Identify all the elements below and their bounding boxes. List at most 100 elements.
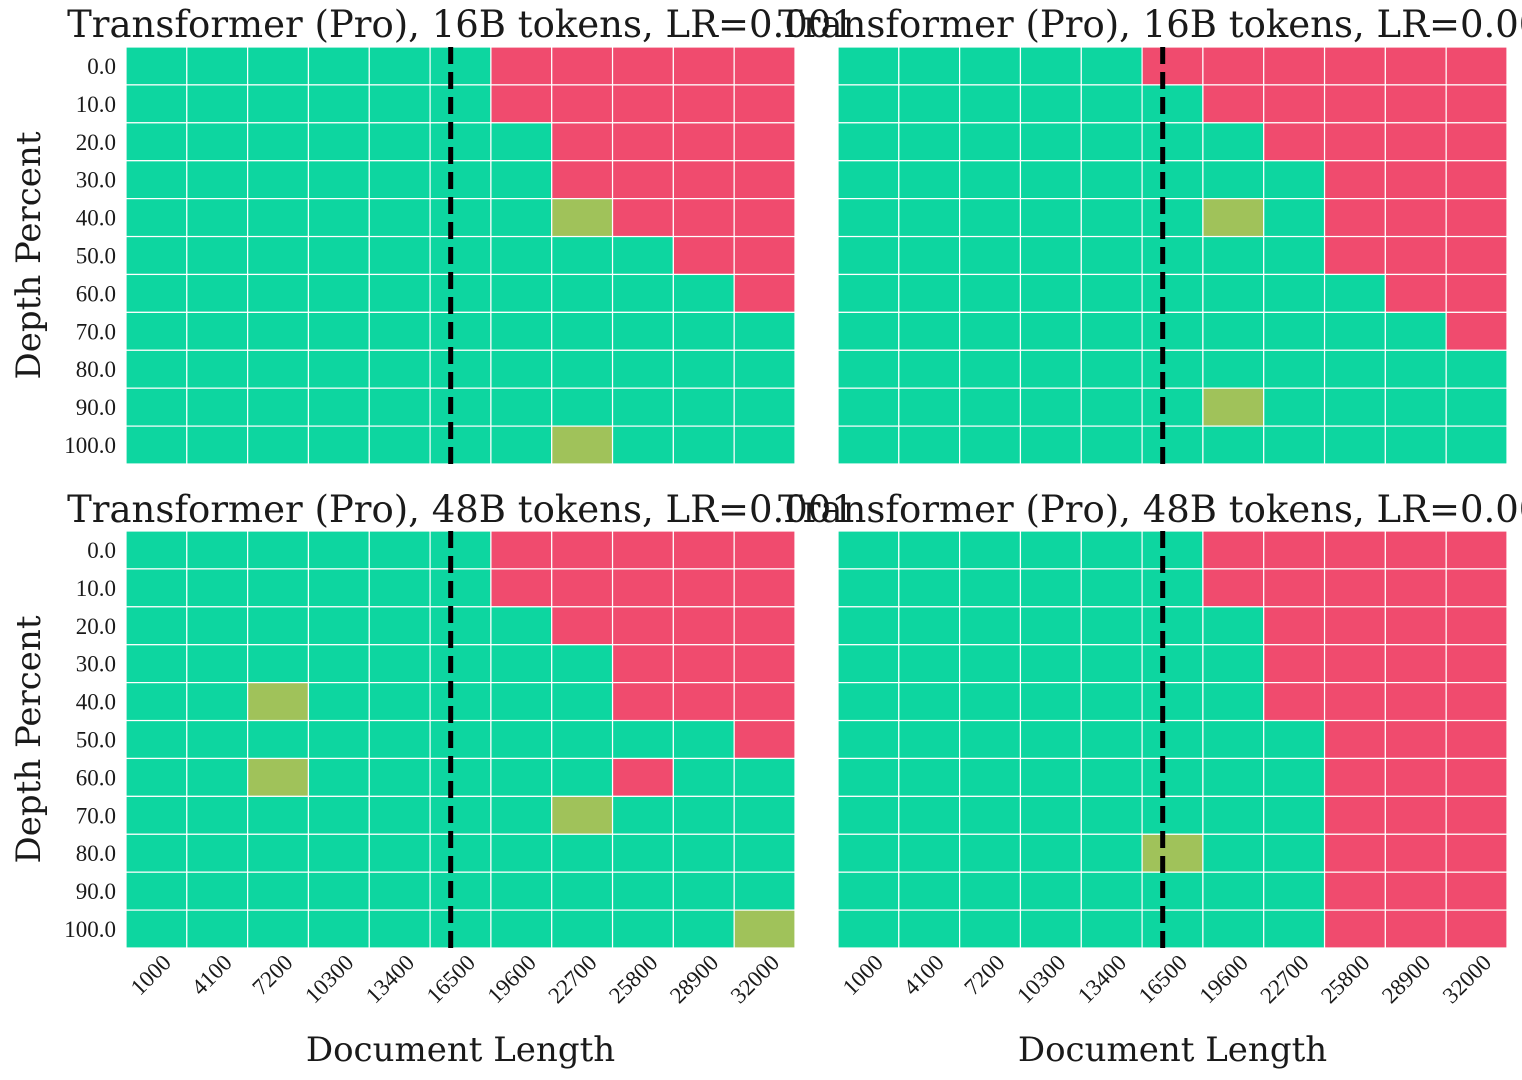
- heatmap-cell: [1445, 909, 1508, 949]
- heatmap-cell: [429, 606, 492, 646]
- heatmap-cell: [551, 235, 614, 276]
- heatmap-cell: [125, 122, 188, 162]
- heatmap-cell: [368, 160, 431, 200]
- heatmap-cell: [1323, 84, 1386, 124]
- heatmap-cell: [551, 682, 614, 722]
- heatmap-cell: [368, 795, 431, 835]
- heatmap-cell: [551, 160, 614, 200]
- heatmap-cell: [125, 757, 188, 797]
- heatmap-cell: [1384, 425, 1447, 465]
- heatmap-cell: [307, 719, 370, 760]
- heatmap-cell: [1202, 606, 1265, 646]
- heatmap-cell: [186, 833, 249, 873]
- heatmap-cell: [368, 568, 431, 608]
- heatmap-cell: [959, 833, 1022, 873]
- heatmap-cell: [1384, 719, 1447, 760]
- heatmap-cell: [247, 425, 310, 465]
- heatmap-cell: [837, 273, 900, 313]
- heatmap-cell: [551, 311, 614, 351]
- heatmap-cell: [1323, 425, 1386, 465]
- heatmap-cell: [490, 644, 553, 684]
- heatmap-cell: [368, 84, 431, 124]
- heatmap-cell: [1019, 909, 1082, 949]
- heatmap-cell: [611, 909, 674, 949]
- heatmap-cell: [307, 909, 370, 949]
- heatmap-cell: [733, 833, 796, 873]
- heatmap-cell: [1384, 235, 1447, 276]
- heatmap-cell: [429, 311, 492, 351]
- y-tick-label: 80.0: [76, 841, 116, 866]
- heatmap-cell: [898, 387, 961, 427]
- heatmap-cell: [125, 833, 188, 873]
- heatmap-cell: [733, 719, 796, 760]
- heatmap-cell: [959, 84, 1022, 124]
- heatmap-cell: [307, 235, 370, 276]
- heatmap-cell: [672, 682, 735, 722]
- heatmap-cell: [733, 46, 796, 86]
- heatmap-cell: [368, 719, 431, 760]
- heatmap-cell: [1202, 387, 1265, 427]
- heatmap-cell: [837, 425, 900, 465]
- y-tick-label: 70.0: [76, 319, 116, 344]
- x-tick-label: 25800: [604, 950, 662, 1008]
- heatmap-cell: [672, 833, 735, 873]
- heatmap-cell: [490, 311, 553, 351]
- heatmap-cell: [1202, 122, 1265, 162]
- heatmap-cell: [125, 160, 188, 200]
- heatmap-cell: [672, 387, 735, 427]
- heatmap-cell: [1323, 606, 1386, 646]
- heatmap-cell: [247, 833, 310, 873]
- heatmap-cell: [368, 644, 431, 684]
- heatmap-cell: [490, 235, 553, 276]
- heatmap-cell: [1202, 46, 1265, 86]
- heatmap-cell: [551, 909, 614, 949]
- heatmap-cell: [1384, 311, 1447, 351]
- heatmap-cell: [247, 909, 310, 949]
- heatmap-cell: [1263, 235, 1326, 276]
- heatmap-cell: [1080, 425, 1143, 465]
- heatmap-cell: [490, 198, 553, 238]
- heatmap-cell: [611, 84, 674, 124]
- heatmap-cell: [1202, 909, 1265, 949]
- heatmap-cell: [1019, 46, 1082, 86]
- heatmap-cell: [733, 682, 796, 722]
- heatmap-cell: [898, 198, 961, 238]
- heatmap-cell: [490, 425, 553, 465]
- heatmap-cell: [429, 644, 492, 684]
- heatmap-cell: [733, 795, 796, 835]
- heatmap-cell: [429, 349, 492, 389]
- heatmap-cell: [125, 719, 188, 760]
- x-tick-label: 4100: [187, 950, 237, 1000]
- heatmap-cell: [186, 273, 249, 313]
- heatmap-cell: [1019, 235, 1082, 276]
- heatmap-cell: [1141, 871, 1204, 911]
- heatmap-cell: [429, 682, 492, 722]
- heatmap-cell: [1384, 84, 1447, 124]
- heatmap-cell: [125, 387, 188, 427]
- heatmap-cell: [1202, 644, 1265, 684]
- heatmap-cell: [1202, 795, 1265, 835]
- heatmap-cell: [733, 425, 796, 465]
- heatmap-cell: [1080, 349, 1143, 389]
- heatmap-cell: [186, 795, 249, 835]
- heatmap-cell: [1141, 311, 1204, 351]
- heatmap-cell: [186, 311, 249, 351]
- heatmap-cell: [611, 606, 674, 646]
- x-tick-label: 32000: [726, 950, 784, 1008]
- heatmap-cell: [837, 606, 900, 646]
- heatmap-cell: [1323, 235, 1386, 276]
- y-tick-label: 0.0: [87, 538, 116, 563]
- heatmap-cell: [1019, 387, 1082, 427]
- heatmap-cell: [898, 833, 961, 873]
- heatmap-cell: [611, 198, 674, 238]
- heatmap-cell: [1202, 349, 1265, 389]
- heatmap-cell: [368, 833, 431, 873]
- heatmap-cell: [1019, 349, 1082, 389]
- heatmap-cell: [307, 795, 370, 835]
- heatmap-cell: [1141, 606, 1204, 646]
- heatmap-cell: [611, 568, 674, 608]
- heatmap-cell: [611, 311, 674, 351]
- heatmap-cell: [307, 568, 370, 608]
- heatmap-cell: [898, 795, 961, 835]
- heatmap-cell: [1202, 160, 1265, 200]
